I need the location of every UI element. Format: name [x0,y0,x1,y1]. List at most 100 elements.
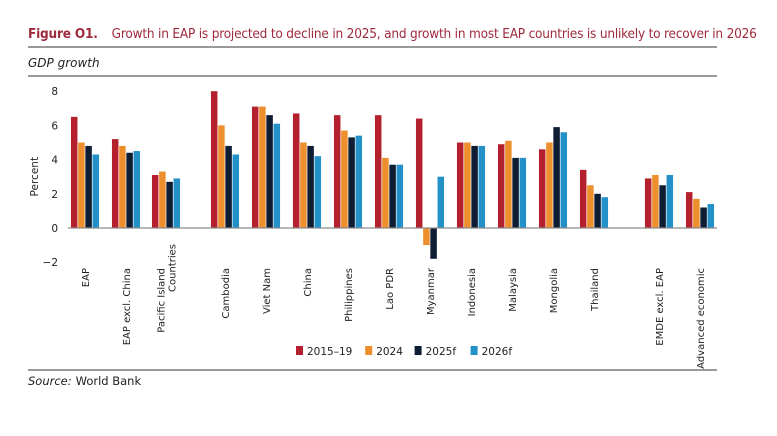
bar-2025f-Cambodia [225,145,232,228]
bar-2024-China [300,142,307,228]
bar-2015–19-Myanmar [415,118,423,228]
title-rule [28,46,717,48]
y-tick-label: −2 [43,257,58,269]
bar-2026f-Indonesia [478,145,486,228]
bar-2026f-Lao PDR [396,164,404,228]
bar-2015–19-China [292,113,300,228]
bar-2015–19-Thailand [579,169,587,228]
bar-2025f-Malaysia [512,157,519,228]
bar-2015–19-Cambodia [210,91,218,228]
bar-2026f-Mongolia [560,132,568,228]
bar-2015–19-Mongolia [538,149,546,228]
x-tick-label: Thailand [590,268,601,312]
bar-2025f-Viet Nam [266,115,273,228]
bar-2024-EAP [78,142,85,228]
bar-2024-EMDE excl. EAP [652,174,659,228]
bar-2026f-Cambodia [232,154,240,228]
bar-2015–19-Pacific Island Countries [151,174,159,228]
bar-2024-Advanced economic [693,198,700,228]
bottom-rule [28,369,717,371]
bar-2026f-EAP [92,154,100,228]
source-note: Source: World Bank [28,374,141,388]
bar-2025f-Pacific Island Countries [166,181,173,228]
bar-2025f-Indonesia [471,145,478,228]
bar-2024-Indonesia [464,142,471,228]
bar-2024-Cambodia [218,125,225,228]
bar-2024-Viet Nam [259,106,266,228]
bar-2026f-China [314,156,322,228]
x-tick-label: EAP [81,268,92,287]
legend-swatch-2025f [414,346,422,355]
y-tick-label: 2 [51,189,58,201]
bar-2024-Malaysia [505,140,512,228]
bar-2025f-EAP excl. China [126,152,133,228]
bar-2015–19-Lao PDR [374,115,382,228]
figure-title-text: Growth in EAP is projected to decline in… [111,26,757,42]
chart-subtitle: GDP growth [28,56,100,70]
source-label: Source: [28,374,72,388]
figure-label: Figure O1. [28,26,98,42]
x-tick-label: Myanmar [426,267,437,315]
legend-swatch-2024 [365,346,373,355]
x-tick-label: Mongolia [549,268,560,313]
legend-label-2015–19: 2015–19 [307,346,352,358]
bar-2026f-Pacific Island Countries [173,178,181,228]
bar-2025f-EMDE excl. EAP [659,185,666,228]
bar-2026f-Advanced economic [707,204,715,228]
legend-label-2024: 2024 [376,346,403,358]
bar-2025f-Mongolia [553,127,560,228]
bar-2026f-EAP excl. China [133,151,141,228]
source-text: World Bank [75,374,142,388]
bar-2024-Pacific Island Countries [159,171,166,228]
bar-2015–19-EMDE excl. EAP [644,178,652,228]
bar-2026f-Myanmar [437,176,445,228]
bar-2026f-EMDE excl. EAP [666,174,674,228]
bar-2026f-Malaysia [519,157,527,228]
bar-2025f-Philippines [348,137,355,228]
bar-2015–19-Advanced economic [685,192,693,228]
bar-2015–19-Malaysia [497,144,505,228]
x-tick-label: Viet Nam [262,268,273,314]
y-tick-label: 6 [51,120,58,132]
bar-2025f-Thailand [594,193,601,228]
x-tick-label: Indonesia [467,268,478,316]
bar-2025f-Lao PDR [389,164,396,228]
bar-2015–19-EAP [70,116,78,228]
x-tick-label: Philippines [344,268,355,322]
x-tick-label: EAP excl. China [122,268,133,345]
x-tick-label: China [303,268,314,297]
y-tick-label: 4 [51,155,58,167]
bar-2024-Lao PDR [382,157,389,228]
x-tick-label: Advanced economic [696,268,707,369]
bar-2024-Mongolia [546,142,553,228]
bar-2015–19-EAP excl. China [111,139,119,228]
figure-title: Figure O1. Growth in EAP is projected to … [28,26,757,42]
legend-label-2026f: 2026f [482,346,513,358]
bar-2015–19-Viet Nam [251,106,259,228]
y-tick-label: 0 [51,223,58,235]
bar-2025f-EAP [85,145,92,228]
x-tick-label: Lao PDR [385,268,396,310]
legend-label-2025f: 2025f [426,346,457,358]
subtitle-rule [28,75,717,77]
bar-2015–19-Philippines [333,115,341,228]
x-tick-label: Countries [168,244,179,292]
x-tick-label: EMDE excl. EAP [655,268,666,346]
bar-2026f-Thailand [601,197,609,228]
legend-swatch-2026f [470,346,478,355]
y-tick-label: 8 [51,86,58,98]
bar-2025f-Advanced economic [700,207,707,228]
bar-2015–19-Indonesia [456,142,464,228]
bar-2026f-Philippines [355,135,363,228]
bar-2024-Myanmar [423,228,430,246]
bar-2026f-Viet Nam [273,123,281,228]
bar-2025f-Myanmar [430,228,437,259]
x-tick-label: Pacific Island [157,268,168,333]
bar-2024-EAP excl. China [119,145,126,228]
x-tick-label: Malaysia [508,268,519,312]
y-axis-label: Percent [29,157,41,197]
x-tick-label: Cambodia [221,268,232,319]
legend-swatch-2015–19 [296,346,303,355]
bar-2024-Thailand [587,185,594,228]
